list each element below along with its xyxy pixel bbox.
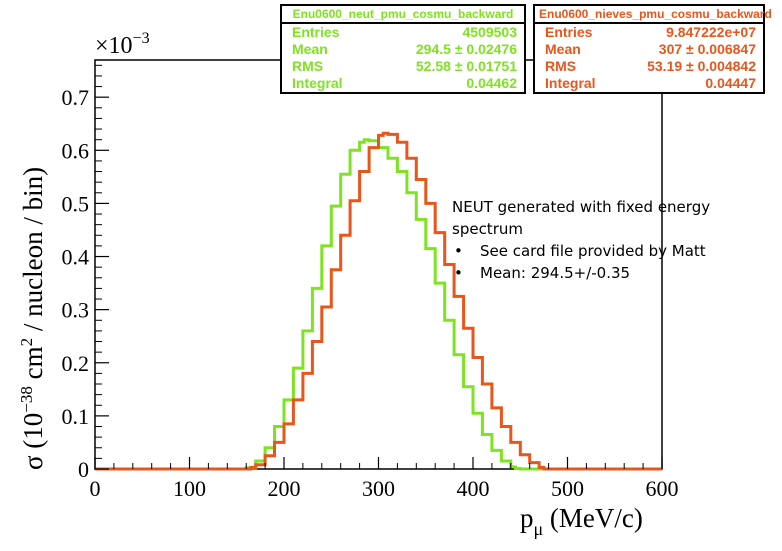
stats-row: Integral 0.04447	[535, 75, 763, 92]
series-line-nieves	[95, 131, 662, 471]
stats-row: RMS 52.58 ± 0.01751	[282, 58, 524, 75]
stats-value: 4509503	[462, 24, 517, 40]
stats-label: Entries	[292, 24, 340, 40]
series-line-neut	[95, 138, 662, 471]
annotation-text: NEUT generated with fixed energy spectru…	[452, 196, 752, 284]
annotation-bullet: See card file provided by Matt	[452, 240, 752, 262]
y-tick-label: 0.2	[62, 351, 90, 376]
annotation-line: NEUT generated with fixed energy spectru…	[452, 198, 711, 238]
stats-box-nieves: Enu0600_nieves_pmu_cosmu_backward Entrie…	[533, 4, 772, 94]
stats-label: RMS	[545, 58, 577, 74]
x-tick-label: 600	[646, 476, 679, 501]
stats-value: 0.04462	[466, 75, 517, 91]
stats-label: Integral	[545, 75, 596, 91]
x-axis-title: pμ (MeV/c)	[520, 503, 643, 539]
stats-title: Enu0600_neut_pmu_cosmu_backward	[282, 6, 524, 24]
stats-value: 0.04447	[705, 75, 756, 91]
y-tick-label: 0.3	[62, 298, 90, 323]
stats-box-neut: Enu0600_neut_pmu_cosmu_backward Entries 4…	[280, 4, 526, 94]
stats-label: Mean	[545, 41, 581, 57]
stats-label: RMS	[292, 58, 324, 74]
x-tick-label: 500	[551, 476, 584, 501]
stats-value: 307 ± 0.006847	[658, 41, 756, 57]
stats-value: 294.5 ± 0.02476	[415, 41, 517, 57]
series-layer	[95, 131, 662, 471]
x-tick-label: 200	[268, 476, 301, 501]
x-tick-label: 0	[90, 476, 101, 501]
y-axis-title: σ (10−38 cm2 / nucleon / bin)	[17, 167, 48, 470]
stats-value: 53.19 ± 0.004842	[647, 58, 756, 74]
y-tick-label: 0.5	[62, 191, 90, 216]
stats-row: Entries 4509503	[282, 24, 524, 41]
stats-label: Entries	[545, 24, 593, 40]
y-multiplier: ×10−3	[95, 30, 150, 59]
stats-row: RMS 53.19 ± 0.004842	[535, 58, 763, 75]
x-tick-label: 100	[173, 476, 206, 501]
x-tick-label: 300	[362, 476, 395, 501]
y-tick-label: 0.1	[62, 404, 90, 429]
stats-row: Mean 307 ± 0.006847	[535, 41, 763, 58]
y-tick-label: 0.6	[62, 138, 90, 163]
stats-value: 9.847222e+07	[666, 24, 756, 40]
tick-layer: 0 100 200 300 400 500 600 0 0.1 0.2 0.3 0.4 0.5 0.6 0.…	[62, 64, 679, 501]
x-tick-label: 400	[457, 476, 490, 501]
stats-row: Entries 9.847222e+07	[535, 24, 763, 41]
stats-value: 52.58 ± 0.01751	[415, 58, 517, 74]
y-tick-label: 0	[78, 457, 89, 482]
y-tick-label: 0.7	[62, 85, 90, 110]
stats-label: Mean	[292, 41, 328, 57]
stats-title: Enu0600_nieves_pmu_cosmu_backward	[535, 6, 772, 24]
annotation-bullet: Mean: 294.5+/-0.35	[452, 262, 752, 284]
stats-row: Mean 294.5 ± 0.02476	[282, 41, 524, 58]
y-tick-label: 0.4	[62, 245, 90, 270]
stats-label: Integral	[292, 75, 343, 91]
stats-row: Integral 0.04462	[282, 75, 524, 92]
annotation-bullets: See card file provided by Matt Mean: 294…	[452, 240, 752, 284]
